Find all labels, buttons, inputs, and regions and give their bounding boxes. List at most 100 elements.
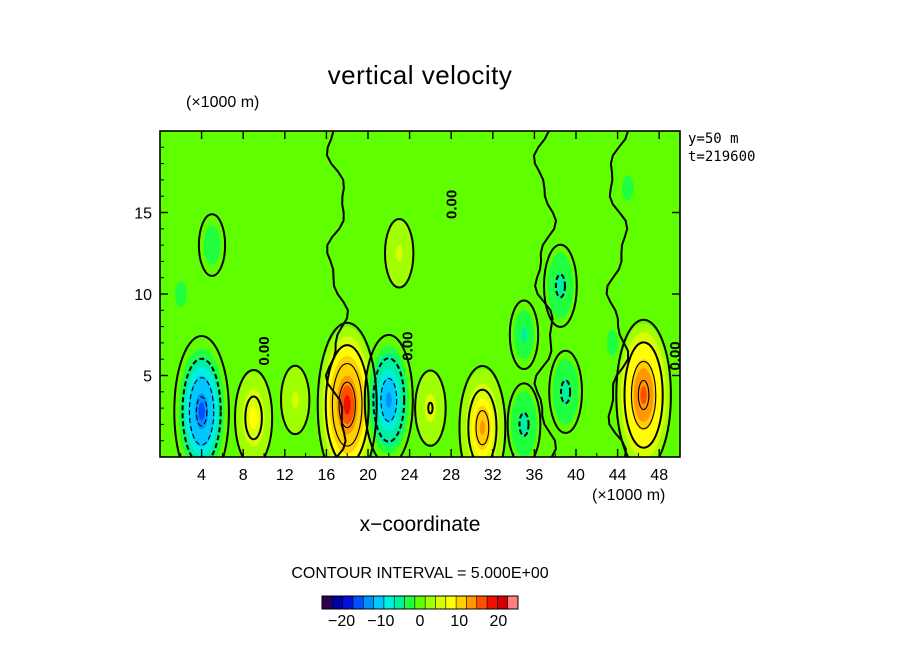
zero-contour-line-0 xyxy=(324,131,349,457)
colorbar-segment-14 xyxy=(466,596,478,609)
colorbar-segment-0 xyxy=(322,596,333,609)
colorbar-segment-17 xyxy=(497,596,508,609)
zero-label-1: 0.00 xyxy=(256,336,273,365)
colorbar-segment-7 xyxy=(394,596,405,609)
field-band-1-7 xyxy=(251,412,256,424)
contour-3-1 xyxy=(324,344,370,457)
contour-5-1 xyxy=(427,401,434,415)
contour-9-1 xyxy=(554,273,566,299)
zero-contour-1 xyxy=(234,368,274,457)
zero-contour-0 xyxy=(173,335,230,457)
x-tick-label-1: 8 xyxy=(239,467,248,484)
x-tick-label-0: 4 xyxy=(197,467,206,484)
contour-11-2 xyxy=(630,360,657,430)
zero-contour-11 xyxy=(615,318,672,457)
y-tick-label-0: 5 xyxy=(143,369,152,386)
zero-contour-4 xyxy=(363,333,414,457)
zero-contour-2 xyxy=(280,364,311,436)
colorbar-segment-8 xyxy=(404,596,416,609)
field-band-13-2 xyxy=(207,235,217,255)
y-tick-label-1: 10 xyxy=(134,287,152,304)
colorbar: −20 −10 0 10 20 xyxy=(321,595,519,630)
zero-contour-13 xyxy=(197,213,227,277)
contour-4-2 xyxy=(380,377,398,422)
contour-3-2 xyxy=(331,362,363,447)
zero-contour-3 xyxy=(316,321,378,457)
y-axis-unit: (×1000 m) xyxy=(186,94,260,111)
y-tick-label-2: 15 xyxy=(134,206,152,223)
colorbar-segment-1 xyxy=(332,596,343,609)
colorbar-segment-13 xyxy=(456,596,467,609)
field-band-11-7 xyxy=(640,386,647,405)
x-tick-label-3: 16 xyxy=(318,467,336,484)
zero-contour-12 xyxy=(384,218,415,289)
zero-label-3: 0.00 xyxy=(667,341,684,370)
contour-interval-label: CONTOUR INTERVAL = 5.000E+00 xyxy=(291,565,549,582)
field-band-14-1 xyxy=(175,280,187,308)
colorbar-segment-5 xyxy=(373,596,385,609)
contour-0-1 xyxy=(181,357,222,457)
x-tick-label-5: 24 xyxy=(401,467,419,484)
zero-contour-labels: 0.00 0.00 0.00 0.00 xyxy=(256,190,684,371)
field-band-10-3 xyxy=(520,326,528,343)
contour-0-3 xyxy=(195,396,208,427)
colorbar-segment-4 xyxy=(363,596,374,609)
colorbar-segment-18 xyxy=(507,596,519,609)
contour-1-1 xyxy=(244,395,263,441)
x-tick-label-9: 40 xyxy=(567,467,585,484)
field-band-17-0 xyxy=(253,165,275,211)
colorbar-tick-label-4: 20 xyxy=(490,613,508,630)
colorbar-segment-12 xyxy=(445,596,457,609)
colorbar-segment-11 xyxy=(435,596,447,609)
contour-lines xyxy=(173,131,672,457)
x-tick-label-10: 44 xyxy=(609,467,627,484)
colorbar-tick-label-2: 0 xyxy=(416,613,425,630)
field-band-8-5 xyxy=(563,385,569,399)
colorbar-segment-9 xyxy=(414,596,426,609)
contour-0-2 xyxy=(188,377,215,446)
colorbar-segment-16 xyxy=(487,596,498,609)
x-axis: 4 8 12 16 20 24 28 32 36 40 44 48 xyxy=(180,131,668,484)
colorbar-tick-label-1: −10 xyxy=(367,613,394,630)
x-tick-label-7: 32 xyxy=(484,467,502,484)
zero-label-2: 0.00 xyxy=(400,332,417,361)
zero-contour-10 xyxy=(508,299,540,370)
zero-contour-6 xyxy=(458,365,507,457)
zero-contour-9 xyxy=(543,243,578,328)
zero-contour-7 xyxy=(506,382,542,457)
info-y-position: y=50 m xyxy=(688,131,739,147)
contour-11-1 xyxy=(623,341,664,449)
y-axis: 5 10 15 xyxy=(134,146,680,442)
colorbar-segment-6 xyxy=(383,596,395,609)
x-axis-label: x−coordinate xyxy=(359,513,481,536)
colorbar-frame xyxy=(321,595,519,610)
colorbar-segment-10 xyxy=(425,596,436,609)
field-band-0-7 xyxy=(198,402,205,421)
field-band-16-1 xyxy=(622,175,634,202)
colorbar-segment-15 xyxy=(476,596,488,609)
x-tick-label-6: 28 xyxy=(442,467,460,484)
field-band-15-1 xyxy=(606,329,619,356)
field-band-18-0 xyxy=(461,157,483,203)
colorbar-tick-label-3: 10 xyxy=(450,613,468,630)
field-band-9-5 xyxy=(557,279,564,293)
field-band-6-7 xyxy=(479,420,486,435)
zero-contour-line-2 xyxy=(605,131,630,457)
x-tick-label-2: 12 xyxy=(276,467,294,484)
contour-11-3 xyxy=(637,379,650,411)
contour-6-1 xyxy=(467,388,498,457)
info-time: t=219600 xyxy=(688,149,756,165)
zero-label-0: 0.00 xyxy=(443,190,460,219)
x-tick-label-4: 20 xyxy=(359,467,377,484)
colorbar-segment-3 xyxy=(352,596,364,609)
x-axis-unit: (×1000 m) xyxy=(592,487,666,504)
colorbar-segment-2 xyxy=(342,596,354,609)
field-band-7-5 xyxy=(521,417,527,431)
contour-3-3 xyxy=(338,381,356,429)
zero-contour-8 xyxy=(548,349,583,434)
colorbar-tick-label-0: −20 xyxy=(328,613,355,630)
zero-contour-line-1 xyxy=(532,131,558,457)
field-band-3-7 xyxy=(343,395,351,415)
